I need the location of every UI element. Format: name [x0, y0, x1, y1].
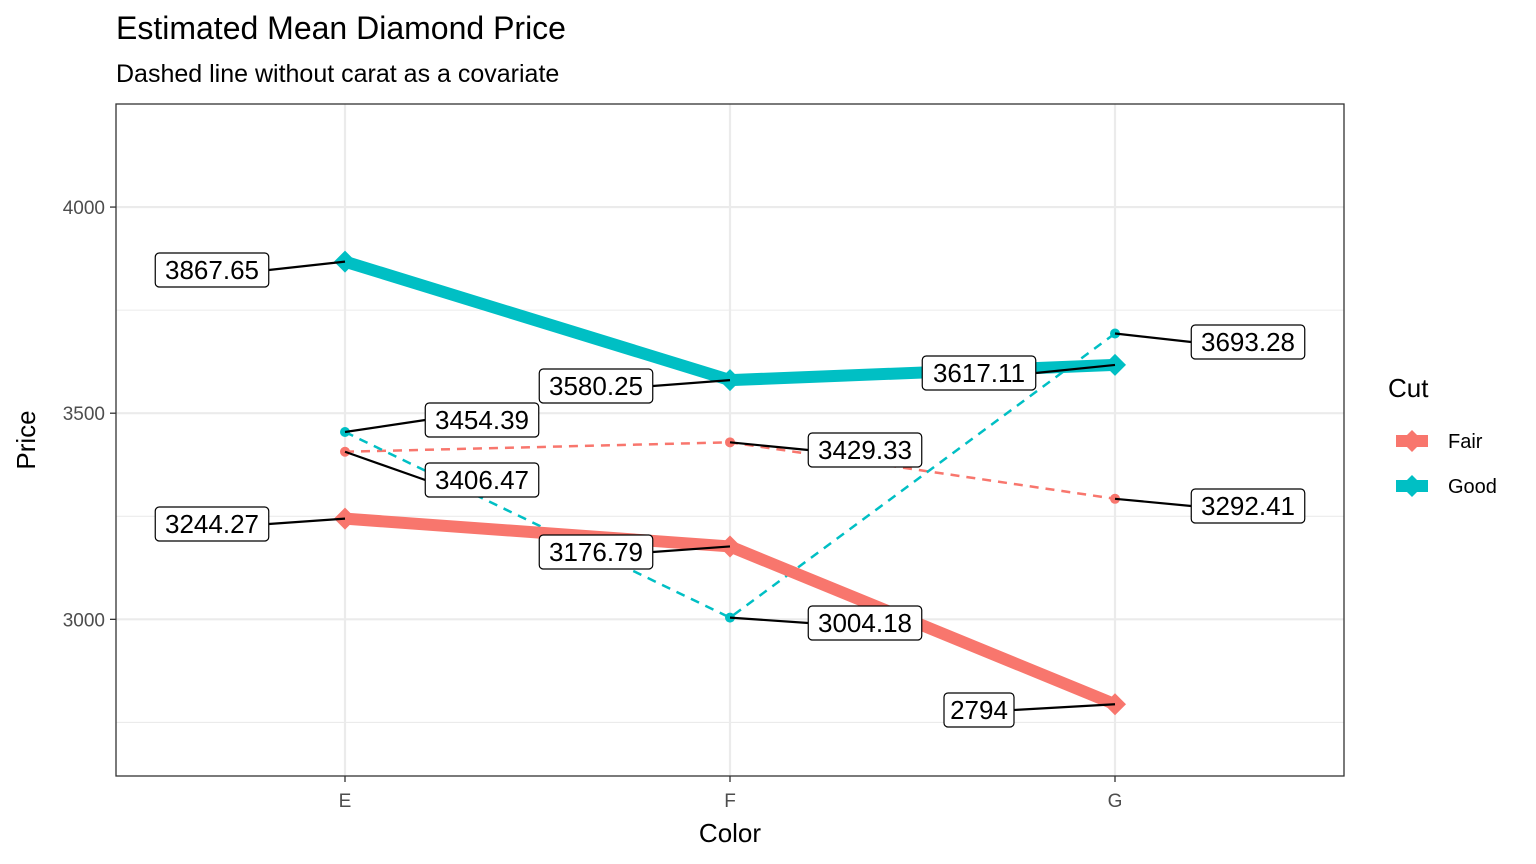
legend: Cut Fair Good	[1388, 373, 1497, 498]
data-label: 3176.79	[549, 537, 643, 567]
data-label-connector	[1114, 497, 1192, 508]
data-label-box	[1190, 488, 1306, 524]
data-label: 3867.65	[165, 255, 259, 285]
data-label: 3454.39	[435, 405, 529, 435]
y-tick-label: 3500	[63, 404, 105, 425]
data-label-connector	[268, 260, 346, 272]
data-label-connector	[268, 517, 346, 526]
data-label-box	[424, 462, 540, 498]
data-label-box	[538, 368, 654, 404]
data-label-connector	[652, 379, 731, 388]
data-label-connector	[729, 441, 809, 452]
data-label-connector	[729, 616, 809, 625]
data-label: 3244.27	[165, 509, 259, 539]
data-label-connector	[344, 418, 426, 434]
data-label: 3580.25	[549, 371, 643, 401]
legend-label-fair: Fair	[1448, 431, 1483, 453]
data-label-connector	[1114, 332, 1192, 344]
legend-label-good: Good	[1448, 476, 1497, 498]
data-label: 3617.11	[933, 358, 1025, 388]
x-tick-label: E	[339, 791, 352, 812]
data-label: 3693.28	[1201, 327, 1295, 357]
data-label: 3406.47	[435, 465, 529, 495]
data-label-box	[807, 432, 923, 468]
data-label: 2794	[950, 695, 1008, 725]
y-tick-label: 3000	[63, 610, 105, 631]
data-label-box	[807, 605, 923, 641]
y-axis-title: Price	[11, 410, 41, 469]
x-tick-label: G	[1108, 791, 1123, 812]
data-label-box	[424, 402, 540, 438]
data-label-box	[921, 355, 1037, 391]
data-label: 3004.18	[818, 608, 912, 638]
data-labels: 3244.27 3176.79 2794 3867.65 3580.25 3617.11 3…	[154, 252, 1306, 728]
legend-title: Cut	[1388, 373, 1429, 403]
y-tick-label: 4000	[63, 198, 105, 219]
data-label-connector	[1035, 363, 1116, 375]
chart-subtitle: Dashed line without carat as a covariate	[116, 60, 559, 88]
legend-key-marker-fair	[1401, 430, 1423, 452]
data-label: 3292.41	[1201, 491, 1295, 521]
data-label-connector	[1013, 703, 1116, 712]
x-tick-label: F	[724, 791, 736, 812]
data-label-box	[1190, 324, 1306, 360]
axes: 3000 3500 4000 E F G	[63, 198, 1123, 812]
data-label-connector	[652, 545, 731, 554]
chart-title: Estimated Mean Diamond Price	[116, 10, 566, 46]
data-label-box	[154, 506, 270, 542]
x-axis-title: Color	[699, 818, 761, 848]
data-label: 3429.33	[818, 435, 912, 465]
grid	[116, 103, 1344, 776]
data-label-connector	[344, 450, 426, 482]
data-label-box	[943, 692, 1015, 728]
legend-key-marker-good	[1401, 475, 1423, 497]
data-label-box	[538, 534, 654, 570]
data-label-box	[154, 252, 270, 288]
